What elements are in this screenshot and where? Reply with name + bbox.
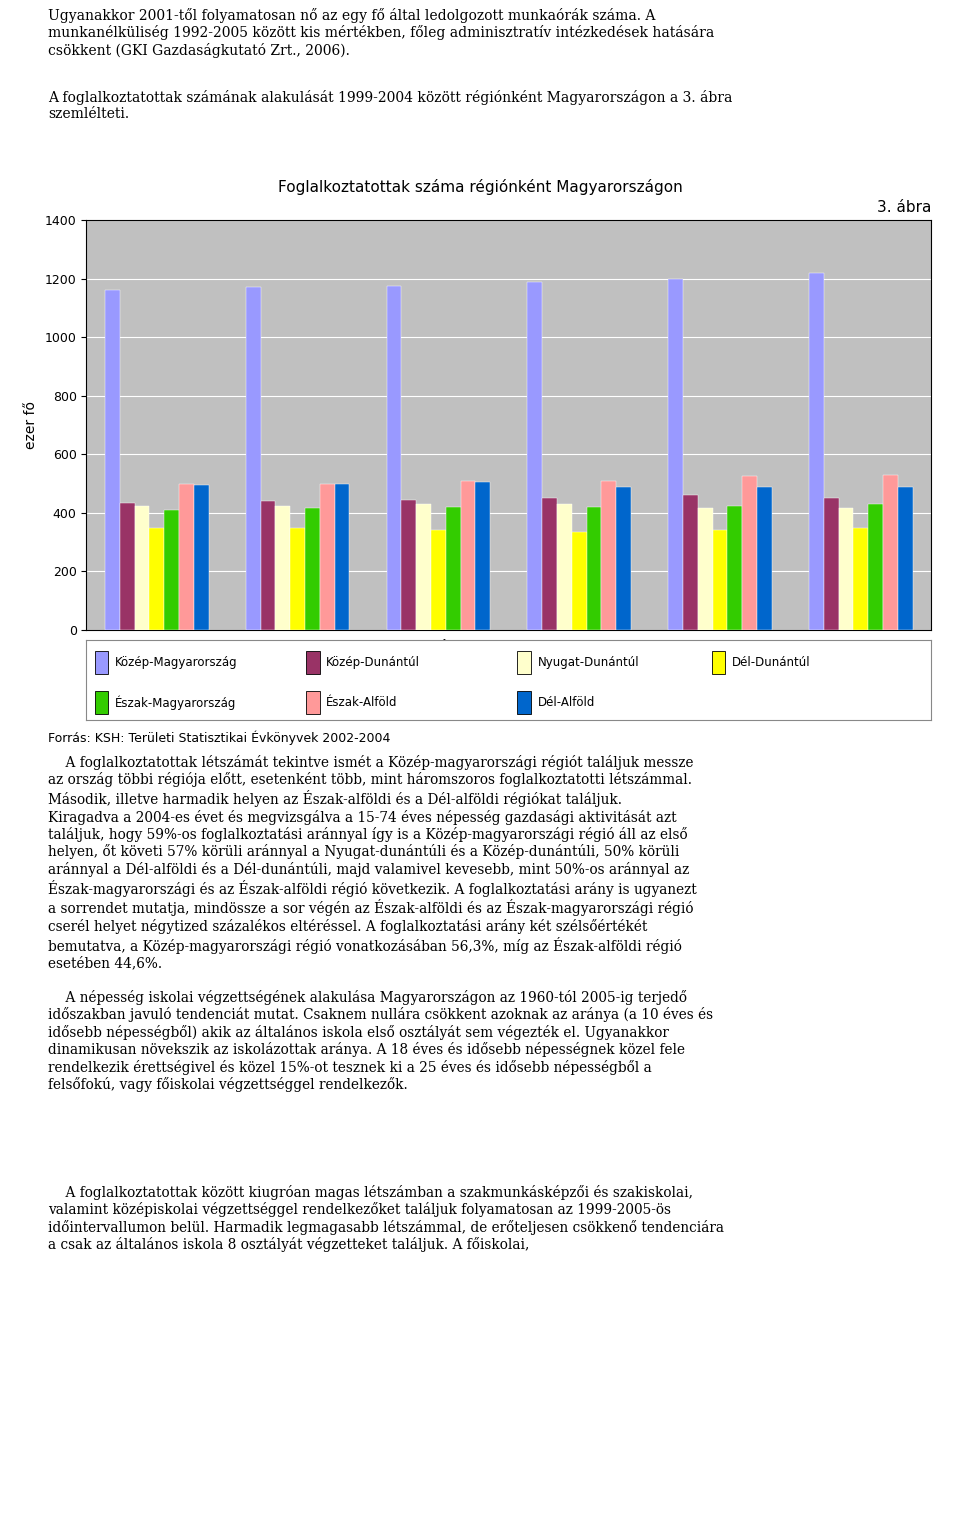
Bar xyxy=(306,692,320,713)
Bar xyxy=(898,487,913,630)
Text: Közép-Dunántúl: Közép-Dunántúl xyxy=(326,656,420,669)
Bar xyxy=(668,278,683,630)
Bar xyxy=(179,484,194,630)
Bar xyxy=(95,692,108,713)
Bar xyxy=(517,692,531,713)
Bar xyxy=(320,484,334,630)
Bar xyxy=(306,652,320,673)
Bar xyxy=(756,487,772,630)
Bar xyxy=(883,475,898,630)
Bar xyxy=(431,530,445,630)
Bar xyxy=(461,481,475,630)
Bar xyxy=(194,486,208,630)
Text: Dél-Dunántúl: Dél-Dunántúl xyxy=(732,656,810,669)
Text: Nyugat-Dunántúl: Nyugat-Dunántúl xyxy=(538,656,639,669)
Text: Forrás: KSH: Területi Statisztikai Évkönyvek 2002-2004: Forrás: KSH: Területi Statisztikai Évkön… xyxy=(48,730,391,744)
Bar xyxy=(246,287,260,630)
Bar xyxy=(134,506,150,630)
Bar xyxy=(683,495,698,630)
Bar xyxy=(290,527,305,630)
Bar xyxy=(164,510,179,630)
Text: A foglalkoztatottak számának alakulását 1999-2004 között régiónként Magyarország: A foglalkoztatottak számának alakulását … xyxy=(48,91,732,121)
Bar xyxy=(809,272,824,630)
Bar xyxy=(698,509,712,630)
Bar xyxy=(616,487,631,630)
Text: Foglalkoztatottak száma régiónként Magyarországon: Foglalkoztatottak száma régiónként Magya… xyxy=(277,178,683,195)
Bar xyxy=(742,476,756,630)
Bar xyxy=(445,507,461,630)
Bar xyxy=(712,530,728,630)
Bar xyxy=(601,481,616,630)
Bar xyxy=(387,286,401,630)
Text: A foglalkoztatottak között kiugróan magas létszámban a szakmunkásképzői és szaki: A foglalkoztatottak között kiugróan maga… xyxy=(48,1185,724,1253)
X-axis label: Évek: 1999 - 2004: Évek: 1999 - 2004 xyxy=(439,641,579,655)
Bar xyxy=(711,652,725,673)
Bar xyxy=(572,532,587,630)
Bar xyxy=(868,504,883,630)
Bar xyxy=(542,498,557,630)
Bar xyxy=(334,484,349,630)
Bar xyxy=(120,503,134,630)
Text: Dél-Alföld: Dél-Alföld xyxy=(538,696,595,709)
Bar xyxy=(276,506,290,630)
Bar xyxy=(401,500,417,630)
Bar xyxy=(305,509,320,630)
Bar xyxy=(517,652,531,673)
Bar xyxy=(260,501,276,630)
Bar xyxy=(824,498,839,630)
Bar xyxy=(728,506,742,630)
Text: Észak-Alföld: Észak-Alföld xyxy=(326,696,397,709)
Bar xyxy=(150,527,164,630)
Text: 3. ábra: 3. ábra xyxy=(876,200,931,215)
Text: Észak-Magyarország: Észak-Magyarország xyxy=(115,695,236,710)
Text: A foglalkoztatottak létszámát tekintve ismét a Közép-magyarországi régiót találj: A foglalkoztatottak létszámát tekintve i… xyxy=(48,755,697,970)
Bar xyxy=(557,504,572,630)
Bar xyxy=(853,527,868,630)
Bar xyxy=(527,281,542,630)
Bar xyxy=(475,483,491,630)
Bar xyxy=(839,509,853,630)
Bar xyxy=(587,507,601,630)
Text: Ugyanakkor 2001-től folyamatosan nő az egy fő által ledolgozott munkaórák száma.: Ugyanakkor 2001-től folyamatosan nő az e… xyxy=(48,8,714,58)
Text: Közép-Magyarország: Közép-Magyarország xyxy=(115,656,238,669)
Bar xyxy=(105,290,120,630)
Bar xyxy=(95,652,108,673)
Bar xyxy=(417,504,431,630)
Y-axis label: ezer fő: ezer fő xyxy=(24,401,37,449)
Text: A népesség iskolai végzettségének alakulása Magyarországon az 1960-tól 2005-ig t: A népesség iskolai végzettségének alakul… xyxy=(48,990,713,1091)
